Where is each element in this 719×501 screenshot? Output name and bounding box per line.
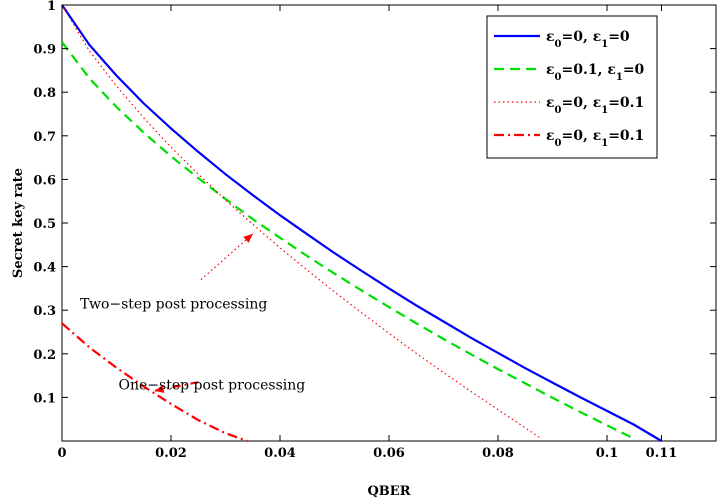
y-tick-label: 0.9 <box>33 43 56 58</box>
x-tick-label: 0.1 <box>596 446 619 461</box>
y-tick-label: 0.2 <box>33 348 56 363</box>
legend: ε0=0, ε1=0 ε0=0.1, ε1=0 ε0=0, ε1=0.1 ε0=0, … <box>486 15 658 159</box>
y-tick-label: 0.7 <box>33 130 56 145</box>
y-axis: 0.1 0.2 0.3 0.4 0.5 0.6 0.7 0.8 0.9 1 <box>33 0 716 406</box>
y-tick-label: 0.8 <box>33 86 56 101</box>
annotation-label-1: Two−step post processing <box>80 297 267 313</box>
series-line-1 <box>61 4 663 442</box>
y-tick-label: 0.1 <box>33 391 56 406</box>
y-tick-label: 0.3 <box>33 304 56 319</box>
annotation-arrowhead-2 <box>154 385 165 394</box>
series-line-4 <box>61 322 248 443</box>
y-tick-label: 0.5 <box>33 217 56 232</box>
x-tick-label: 0.04 <box>264 446 296 461</box>
legend-label-1: ε0=0, ε1=0 <box>546 29 630 50</box>
x-tick-label: 0 <box>57 446 66 461</box>
series-line-2 <box>61 41 635 440</box>
annotation-arrowhead-1 <box>243 233 253 243</box>
x-axis: 0 0.02 0.04 0.06 0.08 0.1 0.11 <box>57 5 677 461</box>
x-tick-label: 0.11 <box>646 446 678 461</box>
annotation-label-2: One−step post processing <box>119 377 306 393</box>
annotations: Two−step post processing One−step post pr… <box>80 233 306 394</box>
y-tick-label: 0.6 <box>33 173 56 188</box>
y-axis-label: Secret key rate <box>11 168 26 278</box>
legend-label-3: ε0=0, ε1=0.1 <box>546 95 644 116</box>
legend-label-2: ε0=0.1, ε1=0 <box>546 62 645 83</box>
x-tick-label: 0.06 <box>373 446 405 461</box>
x-tick-label: 0.08 <box>482 446 514 461</box>
x-axis-label: QBER <box>367 484 410 499</box>
y-tick-label: 1 <box>47 0 56 14</box>
x-tick-label: 0.02 <box>155 446 187 461</box>
y-tick-label: 0.4 <box>33 261 56 276</box>
series-layer <box>61 4 663 443</box>
series-line-3 <box>61 4 542 440</box>
legend-label-4: ε0=0, ε1=0.1 <box>546 128 644 149</box>
